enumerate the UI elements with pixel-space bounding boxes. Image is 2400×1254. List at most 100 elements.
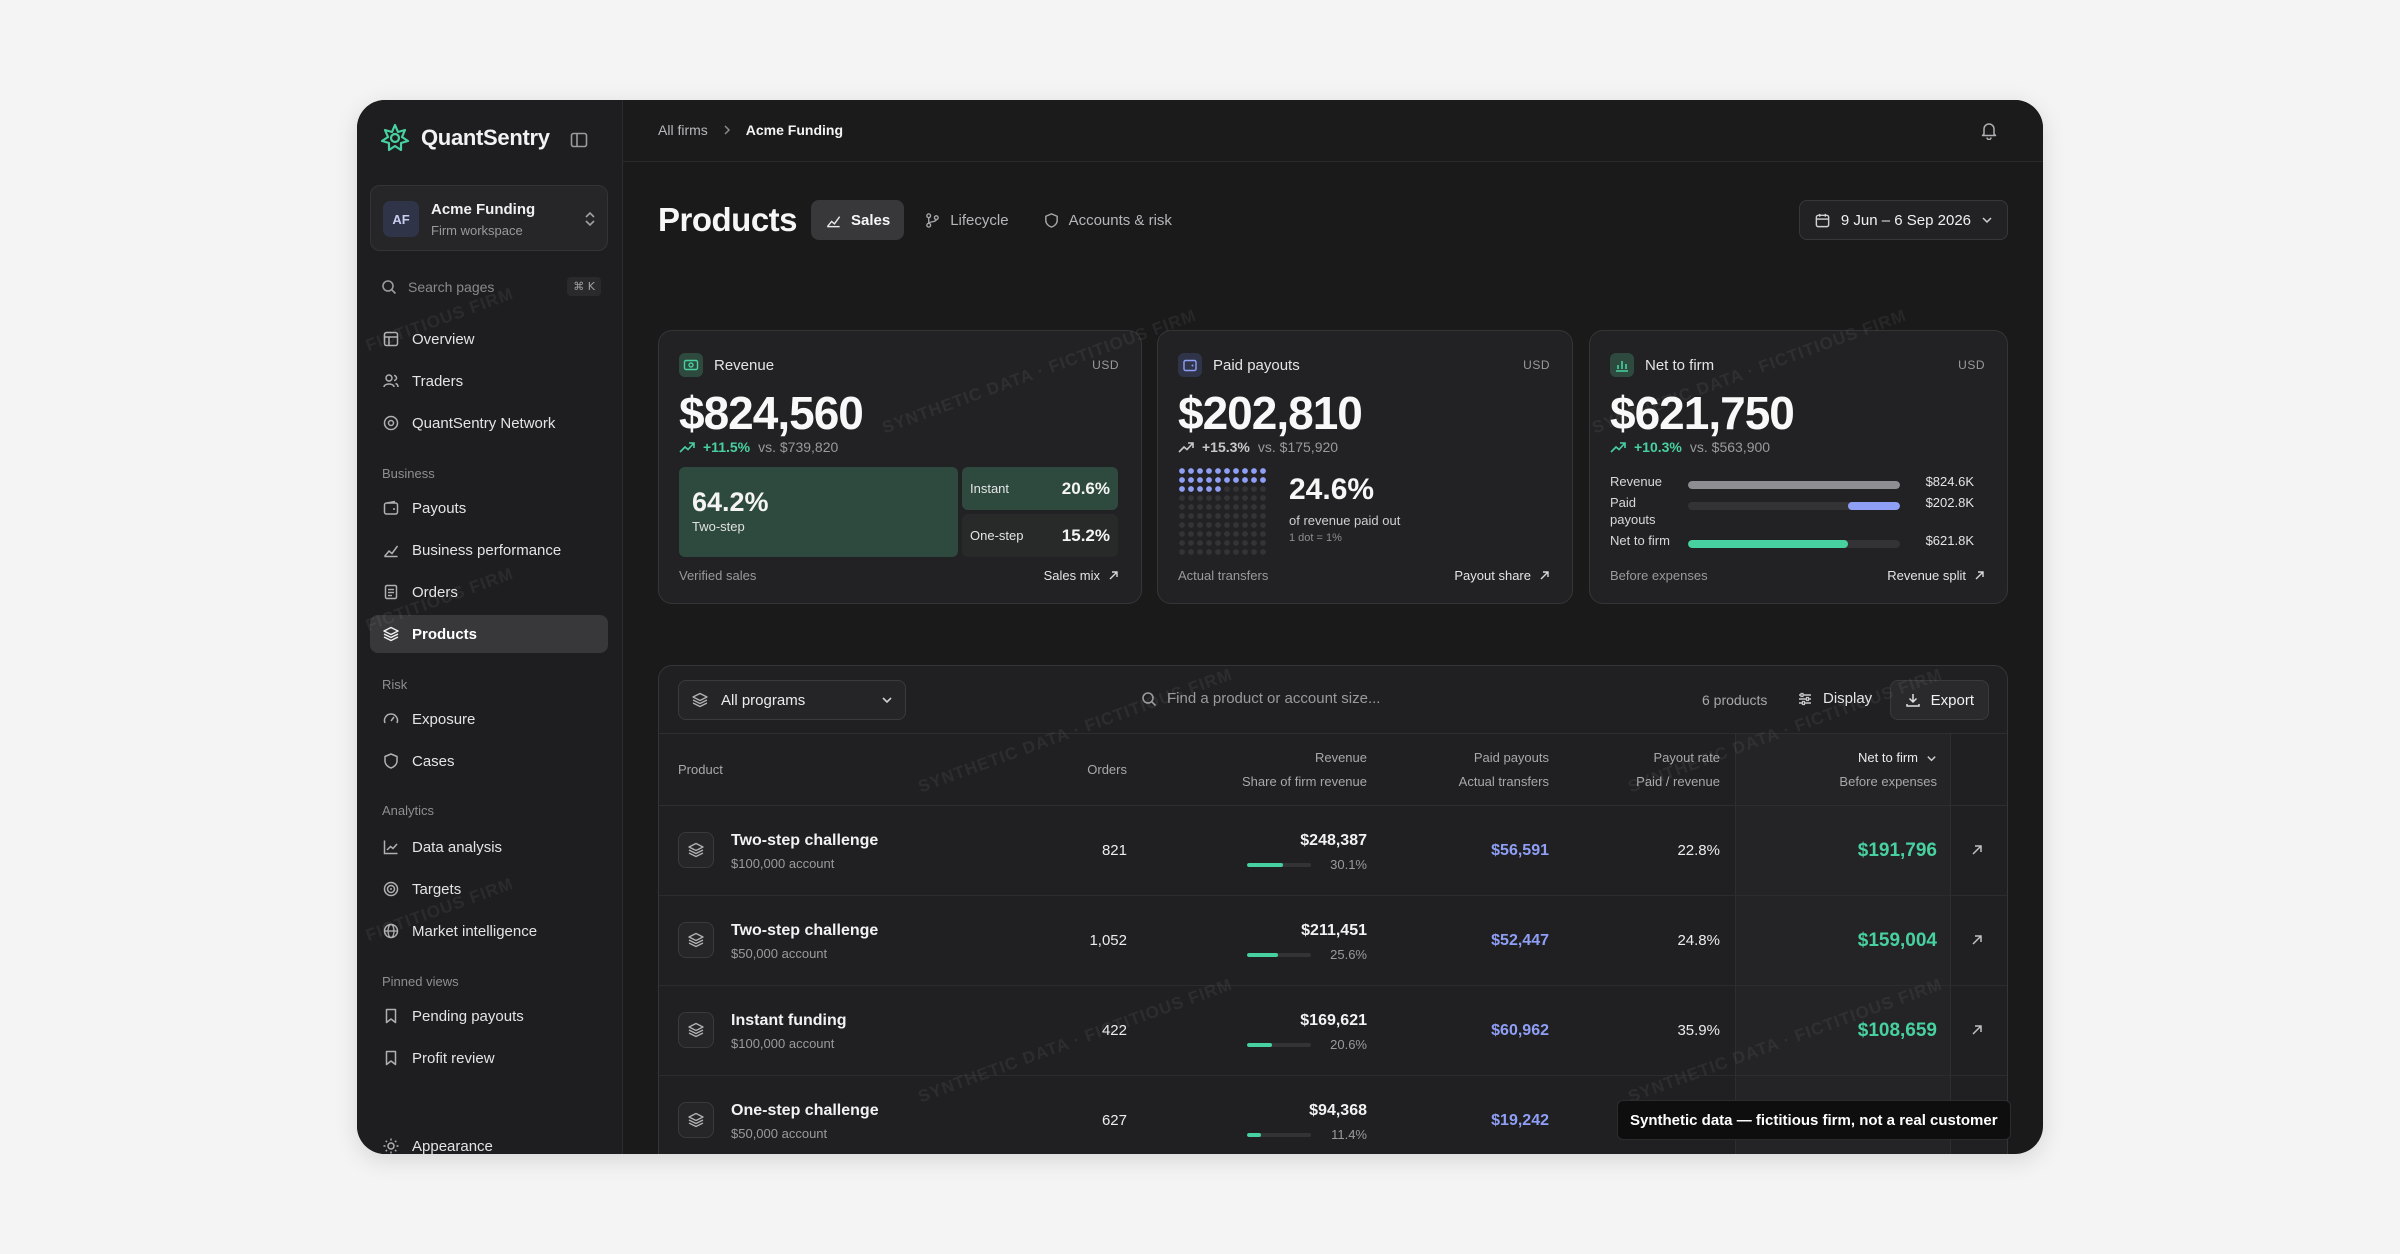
payout-dot-empty bbox=[1188, 504, 1194, 510]
orders-cell: 1,052 bbox=[1089, 932, 1127, 949]
export-button[interactable]: Export bbox=[1889, 680, 1989, 720]
table-search-input[interactable]: Find a product or account size... bbox=[1141, 690, 1380, 707]
sidebar-item-appearance[interactable]: Appearance bbox=[370, 1127, 608, 1154]
date-range-picker[interactable]: 9 Jun – 6 Sep 2026 bbox=[1798, 200, 2008, 240]
sidebar-item-network[interactable]: QuantSentry Network bbox=[370, 404, 608, 442]
payout-dot-empty bbox=[1251, 531, 1257, 537]
payout-dot-empty bbox=[1188, 549, 1194, 555]
payout-dot-filled bbox=[1197, 486, 1203, 492]
card-title: Paid payouts bbox=[1213, 356, 1300, 374]
mix-label: One-step bbox=[970, 528, 1024, 543]
calendar-icon bbox=[1815, 213, 1830, 227]
payout-dot-empty bbox=[1242, 540, 1248, 546]
arrow-up-right-icon[interactable] bbox=[1969, 1022, 1985, 1038]
tab-lifecycle[interactable]: Lifecycle bbox=[910, 200, 1022, 240]
product-name[interactable]: Two-step challenge bbox=[731, 922, 879, 939]
card-title: Net to firm bbox=[1645, 356, 1715, 374]
payout-dot-empty bbox=[1224, 522, 1230, 528]
column-header-net[interactable]: Net to firm bbox=[1858, 746, 1937, 770]
payout-dot-empty bbox=[1242, 549, 1248, 555]
link-label: Revenue split bbox=[1887, 568, 1966, 583]
split-value: $621.8K bbox=[1925, 533, 1974, 548]
tab-label: Lifecycle bbox=[950, 211, 1009, 229]
payout-dot-filled bbox=[1179, 477, 1185, 483]
breadcrumb-parent[interactable]: All firms bbox=[658, 122, 708, 138]
payout-dot-empty bbox=[1242, 495, 1248, 501]
sidebar-item-profit-review[interactable]: Profit review bbox=[370, 1039, 608, 1077]
net-to-firm-card: Net to firm USD $621,750 +10.3% vs. $563… bbox=[1589, 330, 2008, 604]
table-row[interactable]: Two-step challenge $50,000 account 1,052 $2… bbox=[659, 896, 2007, 986]
sidebar-item-traders[interactable]: Traders bbox=[370, 362, 608, 400]
sidebar-item-exposure[interactable]: Exposure bbox=[370, 700, 608, 738]
arrow-up-right-icon bbox=[1540, 571, 1549, 580]
search-shortcut: ⌘ K bbox=[567, 277, 601, 296]
payout-dot-empty bbox=[1179, 495, 1185, 501]
payout-dot-empty bbox=[1224, 531, 1230, 537]
revenue-share-cell: 20.6% bbox=[1330, 1037, 1367, 1052]
export-label: Export bbox=[1930, 691, 1974, 709]
revenue-cell: $248,387 bbox=[1300, 832, 1367, 849]
product-name[interactable]: One-step challenge bbox=[731, 1102, 879, 1119]
sidebar-item-targets[interactable]: Targets bbox=[370, 870, 608, 908]
sales-mix-two-step[interactable]: 64.2% Two-step bbox=[679, 467, 958, 557]
payout-dot-empty bbox=[1260, 531, 1266, 537]
payout-dot-empty bbox=[1224, 495, 1230, 501]
column-header-product[interactable]: Product bbox=[678, 762, 723, 777]
paid-payouts-cell: $19,242 bbox=[1491, 1112, 1549, 1129]
column-header-rate[interactable]: Payout rate bbox=[1653, 750, 1721, 765]
payout-dot-empty bbox=[1251, 486, 1257, 492]
sidebar-item-payouts[interactable]: Payouts bbox=[370, 489, 608, 527]
payout-dot-filled bbox=[1188, 477, 1194, 483]
sidebar-item-products[interactable]: Products bbox=[370, 615, 608, 653]
sidebar-item-market-intelligence[interactable]: Market intelligence bbox=[370, 912, 608, 950]
arrow-up-right-icon[interactable] bbox=[1969, 842, 1985, 858]
globe-icon bbox=[383, 923, 399, 939]
sidebar-item-data-analysis[interactable]: Data analysis bbox=[370, 828, 608, 866]
payout-share-link[interactable]: Payout share bbox=[1454, 568, 1550, 583]
table-row[interactable]: Instant funding $100,000 account 422 $169,6… bbox=[659, 986, 2007, 1076]
brand[interactable]: QuantSentry bbox=[379, 122, 550, 154]
tab-label: Accounts & risk bbox=[1068, 211, 1172, 229]
payout-dot-filled bbox=[1233, 477, 1239, 483]
table-row[interactable]: Two-step challenge $100,000 account 821 $24… bbox=[659, 806, 2007, 896]
arrow-up-right-icon[interactable] bbox=[1969, 932, 1985, 948]
sales-mix-link[interactable]: Sales mix bbox=[1044, 568, 1119, 583]
currency-label: USD bbox=[1958, 358, 1985, 372]
sales-mix-instant[interactable]: Instant 20.6% bbox=[962, 467, 1118, 510]
wallet-icon bbox=[1178, 353, 1202, 377]
sidebar-item-business-performance[interactable]: Business performance bbox=[370, 531, 608, 569]
table-header: Product Orders Revenue Share of firm rev… bbox=[659, 734, 2007, 806]
payout-dot-filled bbox=[1179, 468, 1185, 474]
payout-dot-empty bbox=[1233, 486, 1239, 492]
sidebar-search[interactable]: Search pages ⌘ K bbox=[381, 276, 601, 298]
column-header-orders[interactable]: Orders bbox=[1087, 762, 1127, 777]
payout-dot-filled bbox=[1215, 477, 1221, 483]
column-header-revenue[interactable]: Revenue bbox=[1314, 750, 1367, 765]
sidebar-item-overview[interactable]: Overview bbox=[370, 320, 608, 358]
trend-up-icon bbox=[1178, 442, 1194, 453]
chart-icon bbox=[383, 545, 399, 558]
sidebar-item-pending-payouts[interactable]: Pending payouts bbox=[370, 997, 608, 1035]
sidebar-item-cases[interactable]: Cases bbox=[370, 742, 608, 780]
split-bar bbox=[1688, 540, 1900, 548]
bell-icon[interactable] bbox=[1979, 120, 1999, 140]
sidebar-toggle-icon[interactable] bbox=[569, 130, 589, 150]
payout-dot-empty bbox=[1242, 504, 1248, 510]
sales-mix-one-step[interactable]: One-step 15.2% bbox=[962, 514, 1118, 557]
product-name[interactable]: Two-step challenge bbox=[731, 832, 879, 849]
payout-dot-empty bbox=[1188, 495, 1194, 501]
payout-dot-empty bbox=[1251, 495, 1257, 501]
nav-section-business: Business bbox=[382, 466, 435, 481]
column-header-paid[interactable]: Paid payouts bbox=[1473, 750, 1549, 765]
product-name[interactable]: Instant funding bbox=[731, 1012, 847, 1029]
currency-label: USD bbox=[1523, 358, 1550, 372]
sidebar-item-orders[interactable]: Orders bbox=[370, 573, 608, 611]
workspace-switcher[interactable]: AF Acme Funding Firm workspace bbox=[370, 185, 608, 251]
tab-accounts-risk[interactable]: Accounts & risk bbox=[1029, 200, 1186, 240]
tab-sales[interactable]: Sales bbox=[811, 200, 905, 240]
program-filter-select[interactable]: All programs bbox=[678, 680, 906, 720]
display-button[interactable]: Display bbox=[1797, 690, 1872, 707]
workspace-name: Acme Funding bbox=[431, 201, 536, 218]
payout-percent: 24.6% bbox=[1289, 473, 1375, 506]
revenue-split-link[interactable]: Revenue split bbox=[1887, 568, 1985, 583]
